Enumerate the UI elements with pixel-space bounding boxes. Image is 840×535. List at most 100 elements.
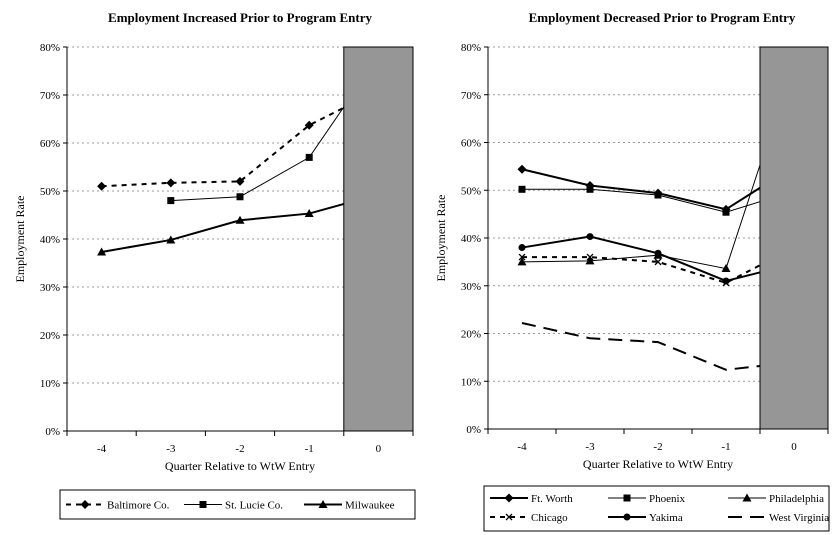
data-point <box>235 176 245 186</box>
data-point <box>167 197 175 205</box>
legend-label: Yakima <box>649 512 683 524</box>
y-tick-label: 80% <box>40 42 60 54</box>
y-tick-label: 40% <box>461 233 481 245</box>
x-tick-label: -4 <box>97 443 107 455</box>
data-point <box>722 208 730 216</box>
x-tick-label: -1 <box>305 443 314 455</box>
legend-label: West Virginia <box>769 512 829 524</box>
data-point <box>166 178 176 188</box>
data-point <box>517 257 527 266</box>
legend-marker <box>742 493 752 502</box>
y-tick-label: 70% <box>40 90 60 102</box>
series-line-yakima <box>521 235 795 283</box>
legend-box <box>483 485 830 532</box>
shaded-entry-quarter <box>343 46 414 432</box>
series-line-baltimore-co- <box>101 89 379 188</box>
legend-item: West Virginia <box>728 512 829 524</box>
series-group <box>517 61 795 371</box>
data-point <box>518 253 526 261</box>
data-point <box>518 185 526 193</box>
x-axis-label: Quarter Relative to WtW Entry <box>583 457 733 471</box>
data-point <box>97 181 107 191</box>
legend-item: St. Lucie Co. <box>184 500 283 512</box>
y-tick-label: 50% <box>461 185 481 197</box>
series-line-chicago <box>522 246 795 284</box>
data-point <box>722 277 730 285</box>
legend-item: Chicago <box>490 512 568 524</box>
legend-item: Milwaukee <box>304 500 395 512</box>
y-tick-label: 0% <box>45 426 60 438</box>
series-group <box>97 56 379 256</box>
series-line-ft-worth <box>521 165 795 211</box>
y-tick-label: 10% <box>40 378 60 390</box>
legend-label: Phoenix <box>649 493 686 505</box>
y-tick-label: 50% <box>40 186 60 198</box>
y-tick-label: 30% <box>461 281 481 293</box>
legend-marker <box>80 500 90 509</box>
data-point <box>586 233 594 241</box>
x-tick-label: -2 <box>653 441 662 453</box>
legend-label: Baltimore Co. <box>107 500 170 512</box>
data-point <box>721 264 731 273</box>
chart-title: Employment Decreased Prior to Program En… <box>529 10 796 25</box>
x-axis-label: Quarter Relative to WtW Entry <box>165 459 315 473</box>
legend-item: Baltimore Co. <box>66 500 170 512</box>
series-line-west-virginia <box>521 322 795 371</box>
legend-label: St. Lucie Co. <box>225 500 283 512</box>
legend-marker <box>623 513 631 521</box>
data-point <box>304 209 314 218</box>
chart-1: Employment Increased Prior to Program En… <box>13 10 416 520</box>
legend-marker <box>504 493 514 503</box>
legend-marker <box>623 494 631 502</box>
legend-item: Yakima <box>608 512 683 524</box>
legend-item: Philadelphia <box>728 493 824 505</box>
data-point <box>518 244 526 252</box>
data-point <box>586 185 594 193</box>
data-point <box>305 153 313 161</box>
legend: Ft. Worth Phoenix Philadelphia Chicago Yakim… <box>483 485 830 532</box>
y-tick-label: 30% <box>40 282 60 294</box>
data-point <box>586 253 594 261</box>
y-tick-label: 20% <box>461 329 481 341</box>
legend-label: Milwaukee <box>345 500 395 512</box>
data-point <box>304 120 314 130</box>
data-point <box>97 247 107 256</box>
legend-box <box>59 489 416 520</box>
x-tick-label: 0 <box>376 443 382 455</box>
data-point <box>585 256 595 265</box>
data-point <box>236 193 244 201</box>
y-tick-label: 60% <box>40 138 60 150</box>
y-tick-label: 40% <box>40 234 60 246</box>
y-axis-label: Employment Rate <box>13 196 27 283</box>
y-tick-label: 20% <box>40 330 60 342</box>
chart-title: Employment Increased Prior to Program En… <box>108 10 372 25</box>
data-point <box>517 164 527 174</box>
data-point <box>654 191 662 199</box>
legend-item: Ft. Worth <box>490 493 573 505</box>
legend-label: Philadelphia <box>769 493 824 505</box>
legend-item: Phoenix <box>608 493 686 505</box>
legend-marker <box>505 513 513 521</box>
x-tick-label: -3 <box>585 441 595 453</box>
legend-marker <box>199 501 207 508</box>
x-tick-label: -4 <box>517 441 527 453</box>
legend-marker <box>318 500 328 508</box>
x-tick-label: 0 <box>791 441 797 453</box>
y-tick-label: 70% <box>461 90 481 102</box>
data-point <box>235 215 245 224</box>
legend: Baltimore Co. St. Lucie Co. Milwaukee <box>59 489 416 520</box>
data-point <box>166 235 176 244</box>
x-tick-label: -1 <box>721 441 730 453</box>
chart-2: Employment Decreased Prior to Program En… <box>434 10 830 532</box>
y-tick-label: 60% <box>461 138 481 150</box>
x-tick-label: -2 <box>235 443 244 455</box>
x-tick-label: -3 <box>166 443 176 455</box>
y-axis-label: Employment Rate <box>434 195 448 282</box>
data-point <box>654 249 662 257</box>
y-tick-label: 80% <box>461 42 481 54</box>
y-tick-label: 10% <box>461 376 481 388</box>
legend-label: Chicago <box>531 512 568 524</box>
legend-label: Ft. Worth <box>531 493 573 505</box>
data-point <box>654 258 662 266</box>
